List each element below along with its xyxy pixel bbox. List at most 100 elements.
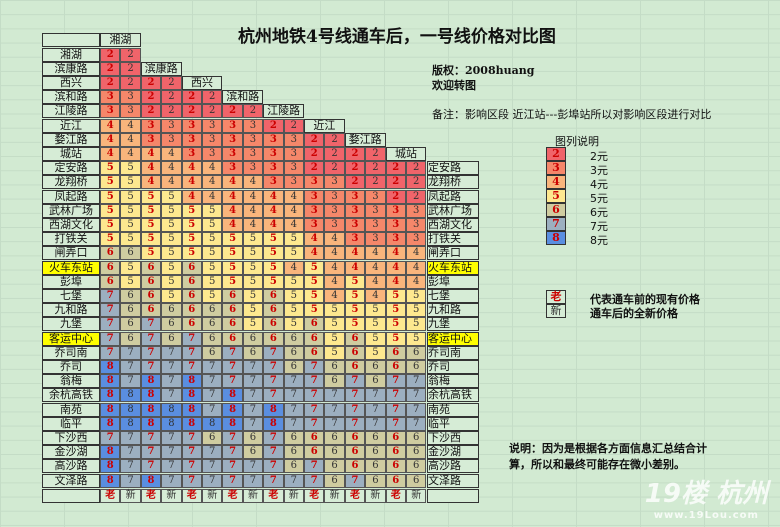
row-label-right: 西湖文化 bbox=[427, 217, 479, 233]
new-fare-cell: 3 bbox=[202, 146, 223, 162]
old-fare-cell: 3 bbox=[222, 161, 243, 176]
new-fare-cell: 6 bbox=[406, 445, 427, 460]
new-fare-cell: 6 bbox=[406, 359, 427, 375]
old-fare-cell: 7 bbox=[181, 359, 202, 375]
old-fare-cell: 4 bbox=[263, 203, 284, 218]
new-fare-cell: 2 bbox=[406, 161, 427, 176]
new-fare-cell: 7 bbox=[406, 416, 427, 431]
new-fare-cell: 4 bbox=[120, 146, 141, 162]
new-fare-cell: 6 bbox=[283, 345, 304, 360]
old-fare-cell: 6 bbox=[304, 430, 325, 446]
new-fare-cell: 4 bbox=[202, 175, 223, 190]
new-fare-cell: 5 bbox=[283, 274, 304, 289]
old-fare-cell: 6 bbox=[263, 331, 284, 346]
old-fare-cell: 6 bbox=[344, 430, 366, 446]
new-fare-cell: 5 bbox=[120, 203, 141, 218]
new-fare-cell: 3 bbox=[324, 175, 345, 190]
old-fare-cell: 6 bbox=[222, 331, 243, 346]
new-fare-cell: 7 bbox=[324, 416, 345, 431]
row-label-right: 翁梅 bbox=[427, 374, 479, 389]
new-fare-cell: 5 bbox=[161, 189, 182, 204]
old-fare-cell: 4 bbox=[344, 246, 366, 261]
new-fare-cell: 7 bbox=[242, 459, 264, 474]
new-fare-cell: 7 bbox=[161, 359, 182, 375]
new-fare-cell: 7 bbox=[161, 430, 182, 446]
new-fare-cell: 4 bbox=[324, 288, 345, 304]
old-fare-cell: 7 bbox=[222, 374, 243, 389]
row-label: 近江 bbox=[42, 118, 100, 133]
new-fare-cell: 4 bbox=[365, 246, 386, 261]
new-fare-cell: 3 bbox=[406, 203, 427, 218]
row-label: 七堡 bbox=[42, 288, 100, 304]
new-fare-cell: 6 bbox=[242, 430, 264, 446]
old-fare-cell: 5 bbox=[100, 203, 121, 218]
row-label-right: 临平 bbox=[427, 416, 479, 431]
old-fare-cell: 6 bbox=[181, 288, 202, 304]
new-fare-cell: 2 bbox=[242, 104, 264, 119]
row-label-right: 九堡 bbox=[427, 317, 479, 332]
legend-swatch-2: 2 bbox=[546, 147, 566, 161]
new-fare-cell: 6 bbox=[283, 359, 304, 375]
new-fare-cell: 7 bbox=[202, 459, 223, 474]
old-fare-cell: 5 bbox=[140, 189, 162, 204]
new-fare-cell: 5 bbox=[161, 203, 182, 218]
new-fare-cell: 8 bbox=[120, 416, 141, 431]
row-label-right: 彭埠 bbox=[427, 274, 479, 289]
old-fare-cell: 8 bbox=[222, 416, 243, 431]
row-label: 下沙西 bbox=[42, 430, 100, 446]
column-header-6: 婺江路 bbox=[344, 132, 386, 147]
old-fare-cell: 2 bbox=[344, 175, 366, 190]
old-fare-cell: 7 bbox=[304, 473, 325, 488]
old-fare-cell: 5 bbox=[181, 203, 202, 218]
old-fare-cell: 7 bbox=[304, 416, 325, 431]
old-fare-cell: 2 bbox=[140, 90, 162, 105]
old-fare-cell: 7 bbox=[263, 430, 284, 446]
old-fare-cell: 4 bbox=[181, 189, 202, 204]
old-fare-cell: 7 bbox=[100, 430, 121, 446]
new-fare-cell: 6 bbox=[202, 430, 223, 446]
new-fare-cell: 6 bbox=[283, 331, 304, 346]
row-label: 火车东站 bbox=[42, 260, 100, 275]
new-label-cell: 新 bbox=[324, 488, 345, 503]
old-fare-cell: 3 bbox=[344, 217, 366, 233]
old-fare-cell: 2 bbox=[100, 47, 121, 62]
old-fare-cell: 6 bbox=[385, 345, 406, 360]
new-fare-cell: 3 bbox=[283, 132, 304, 147]
new-fare-cell: 2 bbox=[324, 132, 345, 147]
old-fare-cell: 5 bbox=[140, 246, 162, 261]
old-fare-cell: 4 bbox=[304, 246, 325, 261]
row-label-right: 高沙路 bbox=[427, 459, 479, 474]
new-fare-cell: 2 bbox=[324, 161, 345, 176]
legend-title: 图列说明 bbox=[555, 135, 599, 148]
new-fare-cell: 3 bbox=[283, 146, 304, 162]
old-fare-cell: 7 bbox=[222, 345, 243, 360]
old-fare-cell: 6 bbox=[140, 260, 162, 275]
old-label-cell: 老 bbox=[222, 488, 243, 503]
new-fare-cell: 4 bbox=[283, 203, 304, 218]
old-fare-cell: 8 bbox=[100, 445, 121, 460]
old-fare-cell: 7 bbox=[140, 430, 162, 446]
new-fare-cell: 2 bbox=[120, 75, 141, 91]
old-fare-cell: 7 bbox=[344, 374, 366, 389]
old-fare-cell: 2 bbox=[385, 189, 406, 204]
old-label-cell: 老 bbox=[385, 488, 406, 503]
copyright: 版权：2008huang bbox=[432, 64, 535, 77]
old-fare-cell: 3 bbox=[344, 189, 366, 204]
row-label-right: 七堡 bbox=[427, 288, 479, 304]
new-fare-cell: 3 bbox=[324, 203, 345, 218]
new-fare-cell: 7 bbox=[161, 374, 182, 389]
old-fare-cell: 2 bbox=[140, 104, 162, 119]
old-fare-cell: 7 bbox=[181, 473, 202, 488]
old-fare-cell: 6 bbox=[181, 317, 202, 332]
legend-label: 2元 bbox=[590, 150, 608, 163]
old-fare-cell: 2 bbox=[344, 161, 366, 176]
new-fare-cell: 3 bbox=[202, 118, 223, 133]
old-desc: 代表通车前的现有价格 bbox=[590, 293, 700, 306]
old-fare-cell: 7 bbox=[304, 402, 325, 417]
watermark-url: www.19Lou.com bbox=[653, 510, 759, 521]
new-fare-cell: 5 bbox=[324, 317, 345, 332]
old-fare-cell: 4 bbox=[222, 189, 243, 204]
old-fare-cell: 3 bbox=[304, 189, 325, 204]
new-fare-cell: 5 bbox=[242, 246, 264, 261]
new-fare-cell: 3 bbox=[242, 161, 264, 176]
